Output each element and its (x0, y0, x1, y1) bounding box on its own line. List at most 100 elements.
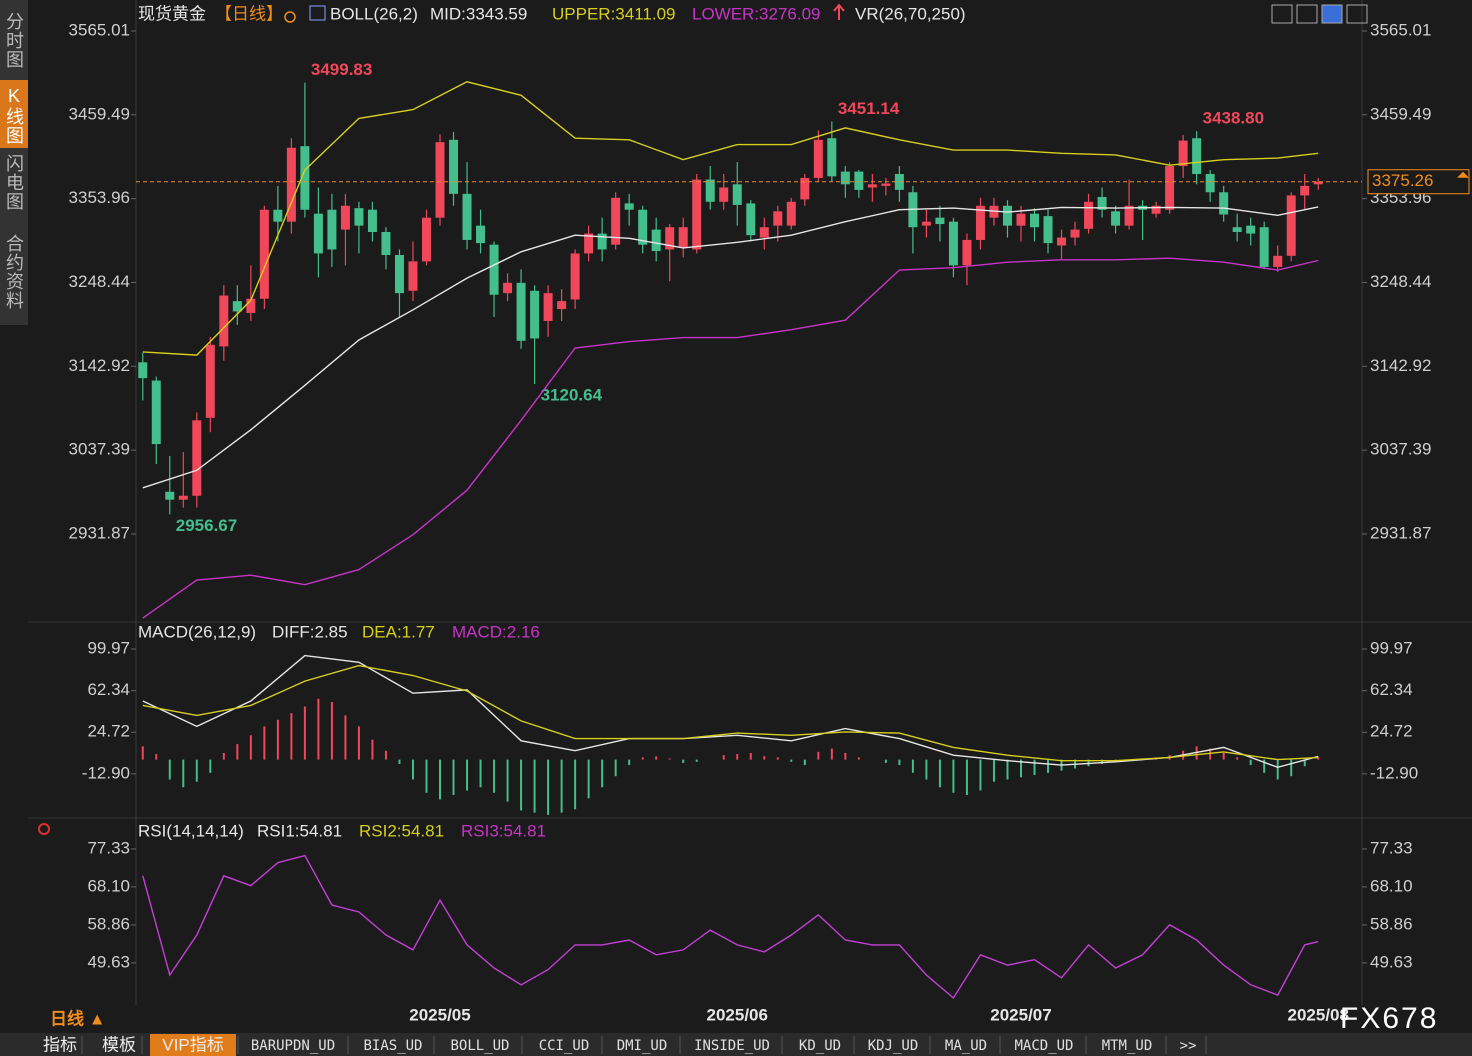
candle-body (678, 227, 688, 248)
candle-body (638, 209, 648, 245)
candle-body (300, 146, 310, 210)
candle-body (1273, 255, 1283, 267)
y-tick-label-right: 99.97 (1370, 639, 1413, 658)
candle-body (313, 213, 323, 254)
legend-item: 现货黄金 (138, 4, 206, 23)
candle-body (719, 187, 729, 202)
candle-body (705, 179, 715, 202)
candle-body (813, 139, 823, 178)
icon[interactable] (1296, 4, 1318, 24)
toolbar-tab[interactable]: KDJ_UD (868, 1038, 919, 1054)
toolbar-tab[interactable]: 指标 (43, 1035, 77, 1054)
icon (309, 5, 326, 21)
toolbar-tab[interactable]: VIP指标 (162, 1035, 223, 1054)
icon (284, 11, 296, 23)
toolbar-tab[interactable]: BARUPDN_UD (251, 1038, 335, 1054)
candle-body (665, 227, 675, 250)
candle-body (530, 290, 540, 339)
toolbar-tab[interactable]: KD_UD (799, 1038, 841, 1054)
icon[interactable] (1271, 4, 1293, 24)
sidebar-item[interactable]: 闪电图 (4, 154, 24, 211)
toolbar-tab[interactable]: CCI_UD (539, 1038, 590, 1054)
candle-body (1219, 192, 1229, 215)
candle-body (1084, 201, 1094, 229)
y-tick-label-right: 58.86 (1370, 914, 1413, 933)
candle-body (408, 261, 418, 291)
y-tick-label-right: 3037.39 (1370, 440, 1431, 459)
window-icons (1271, 4, 1368, 24)
candle-body (948, 221, 958, 266)
candle-body (692, 179, 702, 250)
y-tick-label-right: 24.72 (1370, 722, 1413, 741)
candle-body (192, 420, 202, 496)
legend-item: VR(26,70,250) (855, 4, 966, 23)
indicator-line (142, 206, 1319, 489)
x-tick-label: 2025/05 (409, 1005, 470, 1024)
sidebar-active (0, 80, 28, 148)
candle-body (1111, 211, 1121, 226)
candle-body (746, 203, 756, 236)
x-tick-label: 2025/08 (1288, 1005, 1349, 1024)
toolbar-tab[interactable]: 模板 (102, 1035, 136, 1054)
candle-body (1300, 185, 1310, 196)
toolbar-tab[interactable]: DMI_UD (617, 1038, 668, 1054)
y-tick-label-right: 77.33 (1370, 838, 1413, 857)
icon[interactable] (1321, 4, 1343, 24)
y-tick-label: 3142.92 (69, 356, 130, 375)
indicator-line (142, 81, 1319, 356)
toolbar-tab[interactable]: MA_UD (945, 1038, 987, 1054)
candle-body (1124, 205, 1134, 226)
y-tick-label-right: -12.90 (1370, 763, 1418, 782)
candle-body (1097, 197, 1107, 210)
toolbar-tab[interactable]: INSIDE_UD (694, 1038, 770, 1054)
candle-body (1246, 225, 1256, 234)
sidebar-item[interactable]: 分时图 (4, 12, 24, 69)
price-box (1367, 169, 1470, 195)
indicator-line (142, 654, 1319, 769)
candle-body (327, 209, 337, 250)
legend-item: MID:3343.59 (430, 4, 527, 23)
candle-body (557, 301, 567, 310)
candle-body (611, 197, 621, 245)
toolbar-tab[interactable]: MACD_UD (1014, 1038, 1073, 1054)
sidebar-item[interactable]: 合约资料 (4, 234, 24, 310)
legend-item: RSI3:54.81 (461, 821, 546, 840)
candle-body (1043, 216, 1053, 244)
y-tick-label-right: 2931.87 (1370, 523, 1431, 542)
candle-body (354, 208, 364, 226)
toolbar-tab[interactable]: MTM_UD (1102, 1038, 1153, 1054)
candle-body (1016, 213, 1026, 226)
y-tick-label: 2931.87 (69, 523, 130, 542)
candle-body (1313, 181, 1323, 185)
y-tick-label-right: 3142.92 (1370, 356, 1431, 375)
toolbar-tab[interactable]: BIAS_UD (363, 1038, 422, 1054)
legend-item: RSI2:54.81 (359, 821, 444, 840)
candle-body (881, 183, 891, 186)
candle-body (570, 253, 580, 300)
legend-item: RSI1:54.81 (257, 821, 342, 840)
legend-item: DIFF:2.85 (272, 622, 348, 641)
candle-body (773, 211, 783, 226)
period-selector[interactable]: 日线 ▲ (50, 1008, 106, 1028)
candle-body (1030, 213, 1040, 228)
sidebar-item[interactable]: K线图 (4, 86, 24, 145)
candle-body (1002, 205, 1012, 226)
legend-item: RSI(14,14,14) (138, 821, 244, 840)
toolbar-tab[interactable]: BOLL_UD (450, 1038, 509, 1054)
candle-body (1192, 138, 1202, 174)
candle-body (178, 495, 188, 500)
candle-body (286, 147, 296, 222)
legend-item: MACD:2.16 (452, 622, 540, 641)
candle-body (449, 139, 459, 194)
candle-body (340, 205, 350, 230)
candle-body (800, 177, 810, 200)
candle-body (435, 142, 445, 218)
candle-body (854, 171, 864, 190)
toolbar-tab[interactable]: >> (1180, 1038, 1197, 1054)
candle-body (597, 233, 607, 250)
candle-body (381, 231, 391, 256)
candle-body (1165, 166, 1175, 210)
icon[interactable] (1346, 4, 1368, 24)
